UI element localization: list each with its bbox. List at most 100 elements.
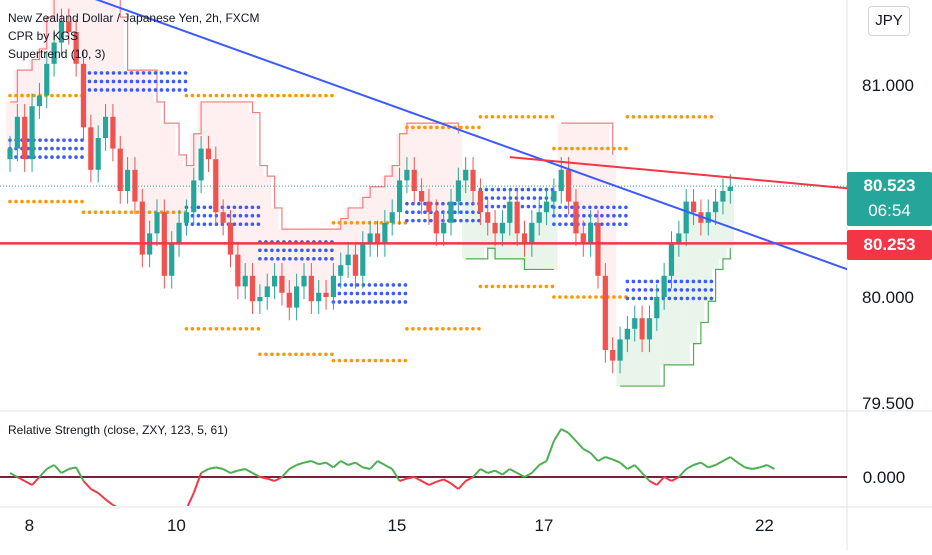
cpr-level-dot	[14, 199, 18, 204]
currency-button[interactable]: JPY	[868, 6, 910, 36]
cpr-level-dot	[93, 79, 98, 84]
cpr-level-dot	[405, 327, 409, 331]
cpr-level-dot	[544, 115, 549, 119]
cpr-level-dot	[244, 213, 249, 218]
cpr-level-dot	[478, 115, 483, 119]
supertrend-down-line-fill	[381, 176, 389, 223]
cpr-level-dot	[202, 327, 207, 331]
candle-body	[632, 318, 638, 329]
rsi-segment	[68, 466, 77, 470]
cpr-level-dot	[656, 412, 660, 416]
supertrend-up-line-fill	[535, 212, 543, 270]
candle-body	[602, 275, 608, 350]
rsi-segment	[435, 478, 444, 483]
candle-body	[573, 201, 579, 234]
rsi-tick-label: 0.000	[863, 468, 906, 487]
candle-body	[132, 169, 138, 202]
cpr-level-dot	[673, 296, 678, 301]
cpr-level-dot	[256, 222, 261, 227]
cpr-level-dot	[318, 93, 322, 98]
cpr-level-dot	[490, 204, 495, 209]
cpr-level-dot	[423, 201, 427, 206]
indicator-supertrend-label[interactable]: Supertrend (10, 3)	[8, 47, 106, 61]
cpr-level-dot	[423, 327, 427, 331]
cpr-level-dot	[405, 125, 409, 130]
supertrend-down-line-fill	[175, 154, 183, 223]
bar-countdown: 06:54	[868, 201, 911, 220]
supertrend-down-line-fill	[403, 123, 411, 170]
cpr-level-dot	[288, 352, 292, 357]
cpr-level-dot	[625, 296, 630, 301]
cpr-level-dot	[570, 295, 574, 299]
cpr-level-dot	[331, 358, 336, 363]
candle-body	[220, 212, 226, 223]
cpr-level-dot	[649, 115, 654, 119]
cpr-level-dot	[183, 71, 188, 75]
cpr-level-dot	[250, 93, 255, 98]
cpr-level-dot	[558, 146, 562, 151]
cpr-level-dot	[258, 248, 262, 253]
cpr-level-dot	[214, 327, 219, 331]
cpr-level-dot	[373, 358, 378, 363]
cpr-level-dot	[147, 79, 152, 84]
candle-body	[44, 63, 50, 96]
cpr-level-dot	[44, 199, 48, 204]
cpr-level-dot	[661, 115, 666, 119]
cpr-level-dot	[496, 115, 501, 119]
candle-body	[646, 318, 653, 340]
rsi-segment	[208, 466, 217, 470]
cpr-level-dot	[417, 218, 421, 223]
cpr-level-dot	[306, 257, 310, 261]
cpr-level-dot	[532, 115, 537, 119]
candle-body	[308, 275, 314, 302]
rsi-segment	[707, 464, 716, 469]
cpr-level-dot	[50, 138, 54, 142]
cpr-level-dot	[294, 93, 298, 98]
indicator-rsi-label[interactable]: Relative Strength (close, ZXY, 123, 5, 6…	[8, 423, 228, 437]
indicator-cpr-label[interactable]: CPR by KGS	[8, 29, 79, 43]
supertrend-up-line-fill	[653, 297, 661, 387]
cpr-level-dot	[552, 295, 556, 299]
cpr-level-dot	[618, 222, 622, 227]
candle-body	[14, 116, 20, 149]
candle-body	[419, 191, 425, 202]
rsi-segment	[597, 456, 606, 462]
cpr-level-dot	[709, 296, 714, 301]
time-tick-label: 15	[387, 516, 406, 535]
cpr-level-dot	[105, 88, 110, 92]
cpr-level-dot	[343, 300, 348, 304]
cpr-level-dot	[673, 288, 678, 292]
rsi-segment	[759, 464, 768, 469]
rsi-segment	[737, 461, 746, 469]
cpr-level-dot	[465, 125, 469, 130]
supertrend-down-line-fill	[373, 186, 382, 244]
cpr-level-dot	[558, 295, 562, 299]
candle-body	[227, 222, 234, 255]
cpr-level-dot	[373, 283, 378, 287]
cpr-level-dot	[87, 88, 92, 92]
cpr-level-dot	[355, 283, 360, 287]
rsi-segment	[494, 469, 503, 476]
candle-body	[330, 275, 336, 297]
supertrend-down-line-fill	[447, 123, 455, 202]
rsi-segment	[200, 468, 209, 474]
supertrend-up-line-fill	[550, 191, 558, 270]
cpr-level-dot	[703, 296, 708, 301]
rsi-segment	[509, 468, 518, 474]
cpr-level-dot	[38, 155, 42, 159]
candle-body	[51, 42, 57, 64]
candle-body	[396, 180, 403, 213]
cpr-level-dot	[343, 291, 348, 296]
rsi-segment	[700, 461, 709, 469]
cpr-level-dot	[520, 115, 525, 119]
cpr-level-dot	[68, 146, 72, 151]
cpr-level-dot	[391, 358, 396, 363]
price-tick-label: 79.500	[862, 394, 914, 413]
cpr-level-dot	[232, 93, 237, 98]
rsi-segment	[274, 476, 283, 482]
cpr-level-dot	[484, 115, 489, 119]
supertrend-up-line-fill	[623, 328, 632, 387]
cpr-level-dot	[379, 283, 384, 287]
